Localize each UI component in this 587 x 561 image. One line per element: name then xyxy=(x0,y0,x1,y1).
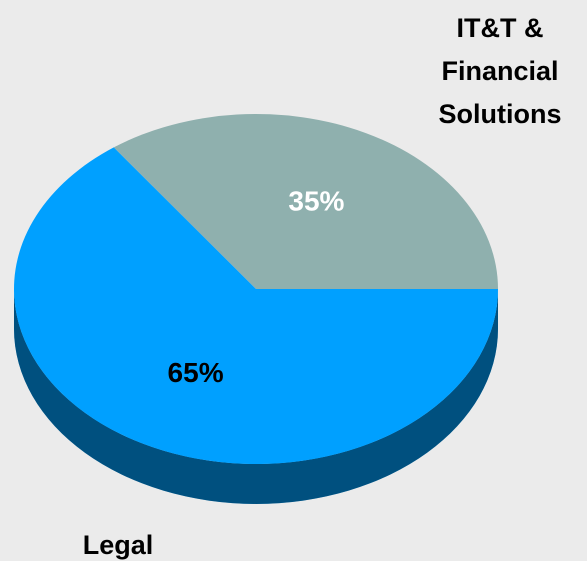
value-label: 35% xyxy=(288,186,344,217)
slice xyxy=(13,147,499,465)
slice-side-shade xyxy=(14,289,498,504)
label-line: Financial xyxy=(441,56,558,86)
slice xyxy=(113,114,498,289)
label-line: IT&T & xyxy=(457,13,544,43)
label-line: Legal xyxy=(83,530,154,560)
category-label: IT&T & Financial Solutions xyxy=(439,13,562,129)
category-label: Legal xyxy=(83,530,154,560)
label-line: Solutions xyxy=(439,99,562,129)
value-label: 65% xyxy=(168,357,224,388)
